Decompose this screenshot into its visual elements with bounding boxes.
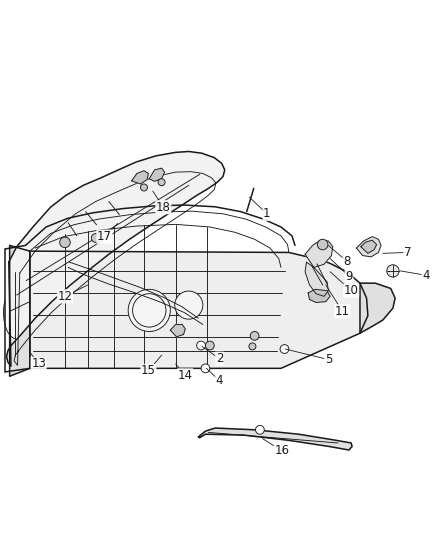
Circle shape [128,289,170,332]
Text: 1: 1 [262,207,270,220]
Polygon shape [149,168,164,181]
Polygon shape [198,428,351,450]
Polygon shape [170,325,185,337]
Text: 8: 8 [343,255,350,268]
Polygon shape [304,262,328,296]
Circle shape [196,341,205,350]
Circle shape [201,364,209,373]
Polygon shape [131,171,148,184]
Text: 14: 14 [177,369,192,382]
Text: 17: 17 [97,230,112,243]
Polygon shape [307,289,329,303]
Circle shape [255,425,264,434]
Text: 13: 13 [31,358,46,370]
Polygon shape [356,237,380,257]
Text: 10: 10 [343,284,358,297]
Polygon shape [10,245,30,376]
Circle shape [60,237,70,248]
Circle shape [279,345,288,353]
Text: 7: 7 [403,246,410,259]
Circle shape [248,343,255,350]
Circle shape [158,179,165,185]
Text: 11: 11 [334,305,349,318]
Text: 9: 9 [344,270,352,282]
Circle shape [250,332,258,340]
Polygon shape [7,151,224,366]
Text: 5: 5 [324,353,331,366]
Circle shape [317,239,327,250]
Text: 2: 2 [215,352,223,365]
Polygon shape [359,283,394,333]
Polygon shape [304,240,332,268]
Circle shape [205,341,214,350]
Text: 4: 4 [215,374,223,387]
Text: 18: 18 [155,201,170,214]
Circle shape [386,265,398,277]
Text: 16: 16 [274,445,289,457]
Polygon shape [360,240,376,253]
Text: 15: 15 [141,365,155,377]
Text: 12: 12 [57,290,72,303]
Circle shape [140,184,147,191]
Circle shape [91,233,100,243]
Polygon shape [30,251,367,368]
Text: 4: 4 [421,269,429,282]
Circle shape [174,291,202,319]
